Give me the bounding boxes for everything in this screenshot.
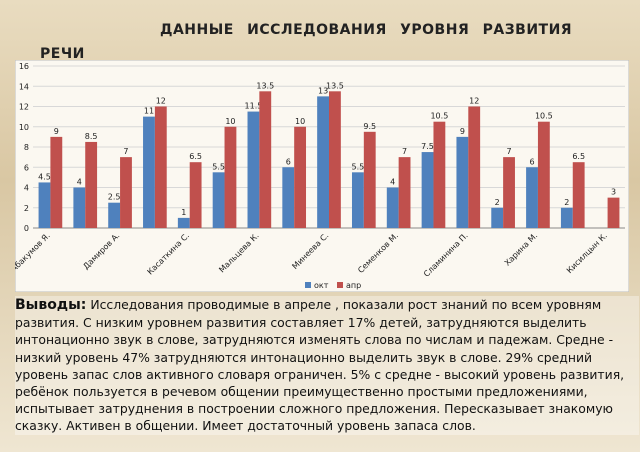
bar bbox=[317, 96, 329, 228]
bar bbox=[560, 207, 573, 228]
bar bbox=[468, 106, 481, 228]
data-label: 11 bbox=[144, 107, 154, 116]
data-label: 13.5 bbox=[326, 81, 344, 90]
legend-label: апр bbox=[346, 281, 361, 290]
bar bbox=[526, 167, 538, 228]
data-label: 4.5 bbox=[38, 172, 51, 181]
data-label: 7 bbox=[123, 147, 128, 156]
bar bbox=[421, 152, 434, 228]
conclusion-heading: Выводы: bbox=[15, 297, 87, 313]
bar bbox=[247, 111, 260, 228]
data-label: 2 bbox=[495, 198, 500, 207]
conclusion-text: Исследования проводимые в апреле , показ… bbox=[15, 297, 625, 434]
legend-swatch bbox=[305, 282, 311, 288]
bar bbox=[189, 162, 202, 228]
bar bbox=[143, 116, 155, 228]
data-label: 12 bbox=[156, 97, 166, 106]
bar bbox=[108, 202, 121, 228]
bar bbox=[259, 91, 272, 228]
y-tick-label: 6 bbox=[24, 163, 29, 172]
data-label: 6 bbox=[529, 157, 534, 166]
y-tick-label: 8 bbox=[24, 143, 29, 152]
legend-label: окт bbox=[314, 281, 329, 290]
bar bbox=[398, 157, 411, 228]
data-label: 2 bbox=[564, 198, 569, 207]
y-tick-label: 12 bbox=[19, 103, 29, 112]
bar bbox=[38, 182, 51, 228]
data-label: 10.5 bbox=[430, 112, 448, 121]
bar bbox=[491, 207, 504, 228]
bar bbox=[433, 121, 446, 228]
y-tick-label: 2 bbox=[24, 204, 29, 213]
data-label: 5.5 bbox=[352, 162, 365, 171]
bar bbox=[537, 121, 550, 228]
bar bbox=[386, 187, 399, 228]
bar bbox=[572, 162, 585, 228]
bar bbox=[224, 126, 237, 228]
data-label: 1 bbox=[181, 208, 186, 217]
bar bbox=[177, 217, 190, 228]
bar bbox=[282, 167, 295, 228]
bar bbox=[73, 187, 86, 228]
data-label: 6.5 bbox=[189, 152, 202, 161]
data-label: 13 bbox=[318, 86, 328, 95]
data-label: 4 bbox=[390, 178, 395, 187]
y-tick-label: 16 bbox=[19, 62, 29, 71]
data-label: 11.5 bbox=[245, 102, 263, 111]
data-label: 9 bbox=[460, 127, 465, 136]
data-label: 7.5 bbox=[421, 142, 434, 151]
bar bbox=[351, 172, 364, 228]
data-label: 3 bbox=[611, 188, 616, 197]
y-tick-label: 10 bbox=[19, 123, 29, 132]
data-label: 6.5 bbox=[572, 152, 585, 161]
data-label: 10 bbox=[225, 117, 235, 126]
data-label: 8.5 bbox=[85, 132, 98, 141]
bar bbox=[154, 106, 167, 228]
bar bbox=[503, 157, 515, 228]
data-label: 9 bbox=[54, 127, 59, 136]
bar bbox=[456, 136, 469, 228]
bar bbox=[607, 197, 620, 228]
data-label: 10.5 bbox=[535, 112, 553, 121]
data-label: 5.5 bbox=[212, 162, 225, 171]
bar bbox=[212, 172, 225, 228]
bar bbox=[85, 141, 98, 228]
data-label: 6 bbox=[286, 157, 291, 166]
data-label: 7 bbox=[402, 147, 407, 156]
data-label: 12 bbox=[469, 97, 479, 106]
bar bbox=[120, 157, 132, 228]
data-label: 7 bbox=[506, 147, 511, 156]
bar bbox=[294, 126, 307, 228]
conclusion: Выводы: Исследования проводимые в апреле… bbox=[15, 296, 639, 435]
y-tick-label: 4 bbox=[24, 184, 29, 193]
y-tick-label: 0 bbox=[24, 224, 29, 233]
bar bbox=[50, 136, 63, 228]
data-label: 10 bbox=[295, 117, 305, 126]
slide-title: ДАННЫЕ ИССЛЕДОВАНИЯ УРОВНЯ РАЗВИТИЯ РЕЧИ bbox=[40, 22, 573, 62]
data-label: 9.5 bbox=[363, 122, 376, 131]
data-label: 4 bbox=[77, 178, 82, 187]
bar bbox=[329, 91, 341, 228]
legend-swatch bbox=[337, 282, 343, 288]
data-label: 2.5 bbox=[108, 193, 121, 202]
bar bbox=[363, 131, 376, 228]
data-label: 13.5 bbox=[256, 81, 274, 90]
y-tick-label: 14 bbox=[19, 82, 29, 91]
